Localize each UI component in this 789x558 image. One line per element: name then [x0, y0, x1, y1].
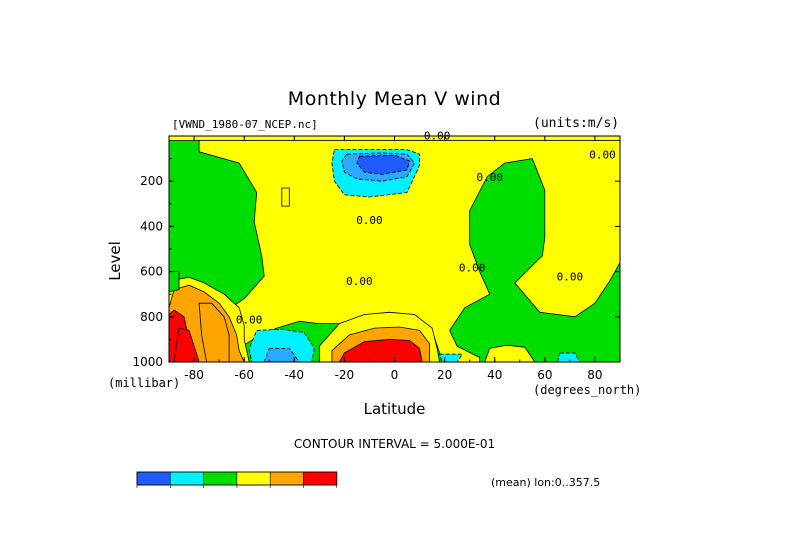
contour-label: 0.00: [557, 271, 584, 284]
y-tick-label: 200: [140, 174, 163, 188]
y-tick-label: 400: [140, 219, 163, 233]
contour-region: [198, 302, 230, 363]
y-tick-label: 800: [140, 310, 163, 324]
contour-region: [248, 328, 315, 363]
contour-label: 0.00: [459, 262, 486, 275]
filled-contour-regions: [168, 135, 621, 363]
contour-labels: 0.00 0.00 0.00 0.00 0.00 0.00 0.00 0.00: [236, 129, 616, 326]
x-tick-label: -40: [284, 368, 304, 382]
x-tick-label: -60: [234, 368, 254, 382]
x-tick-label: 20: [437, 368, 452, 382]
x-tick-label: -20: [335, 368, 355, 382]
y-axis-unit: (millibar): [108, 376, 181, 390]
x-tick-label: -80: [184, 368, 204, 382]
contour-label: 0.00: [356, 214, 383, 227]
x-tick-label: 0: [391, 368, 399, 382]
contour-interval-label: CONTOUR INTERVAL = 5.000E-01: [293, 437, 496, 451]
colorbar-swatch: [170, 471, 204, 486]
contour-region: [173, 327, 200, 363]
colorbar-swatch: [136, 471, 171, 486]
colorbar-swatch: [203, 471, 238, 486]
colorbar-swatch: [269, 471, 304, 486]
contour-label: 0.00: [424, 129, 451, 142]
chart-title: Monthly Mean V wind: [287, 88, 502, 110]
y-tick-label: 600: [140, 265, 163, 279]
contour-label: 0.00: [589, 149, 616, 162]
contour-label: 0.00: [346, 275, 373, 288]
x-tick-label: 60: [537, 368, 552, 382]
units-label: (units:m/s): [533, 116, 620, 131]
axis-ticks: -80 -60 -40 -20 0 20 40 60 80 200 400 600 800 1000: [132, 136, 621, 382]
y-tick-label: 1000: [132, 355, 163, 369]
x-axis-label: Latitude: [363, 400, 426, 418]
colorbar-swatch: [236, 471, 271, 486]
contour-region: [281, 187, 290, 207]
contour-region: [484, 344, 536, 363]
contour-region: [168, 271, 180, 293]
contour-label: 0.00: [476, 171, 503, 184]
x-tick-label: 40: [487, 368, 502, 382]
x-axis-unit: (degrees_north): [533, 383, 642, 397]
dataset-label: [VWND_1980-07_NCEP.nc]: [172, 118, 318, 131]
contour-label: 0.00: [236, 314, 263, 327]
mean-longitude-label: (mean) lon:0..357.5: [491, 476, 601, 489]
colorbar: [136, 471, 338, 488]
x-tick-label: 80: [587, 368, 602, 382]
colorbar-swatch: [303, 471, 338, 486]
contour-region: [356, 154, 410, 175]
